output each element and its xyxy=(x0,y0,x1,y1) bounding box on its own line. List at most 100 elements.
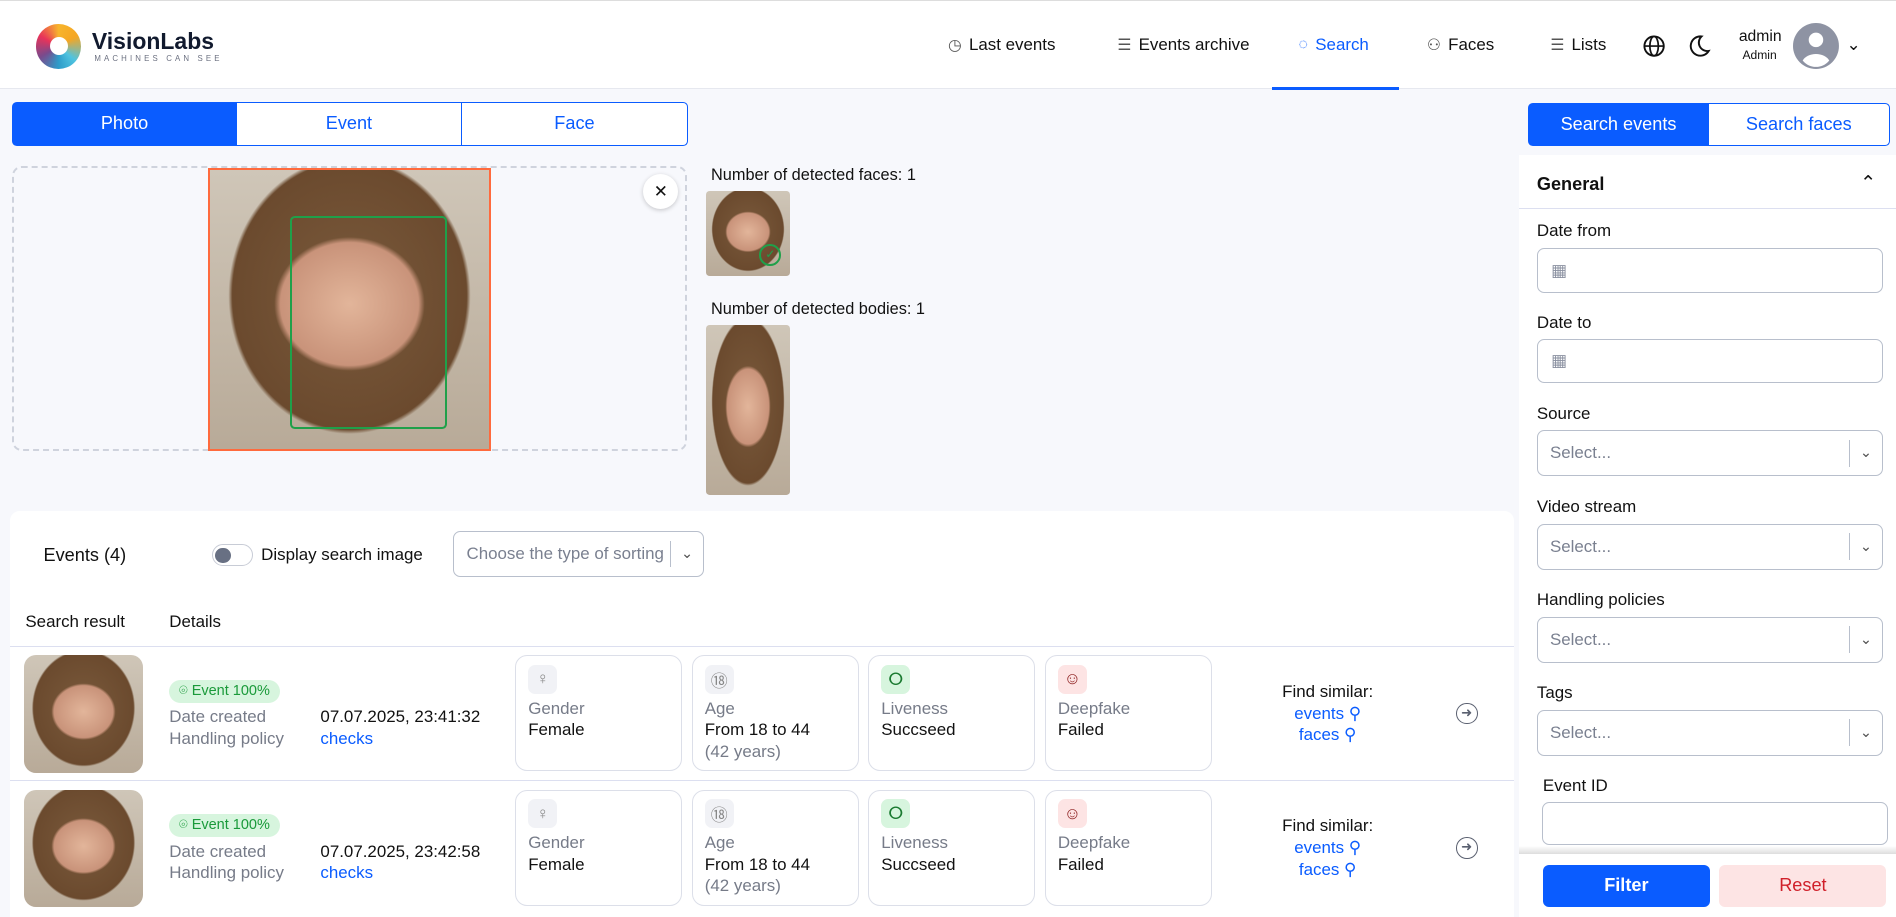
users-icon: ⚇ xyxy=(1426,36,1441,54)
search-icon: ⚲ xyxy=(1344,703,1362,723)
detected-faces-label: Number of detected faces: 1 xyxy=(711,165,916,184)
handling-policies-label: Handling policies xyxy=(1536,590,1665,610)
nav-label: Last events xyxy=(968,34,1056,54)
age-icon: ⑱ xyxy=(704,799,734,829)
find-similar: Find similar: events ⚲ faces ⚲ xyxy=(1267,815,1388,880)
table-row: ⌾ Event 100% Date created 07.07.2025, 23:4… xyxy=(9,646,1514,782)
filter-button[interactable]: Filter xyxy=(1542,864,1710,907)
nav-events-archive[interactable]: ☰ Events archive xyxy=(1117,35,1249,55)
date-to-input[interactable]: ▦ xyxy=(1536,338,1883,384)
tags-select[interactable]: Select... ⌄ xyxy=(1536,709,1883,756)
globe-icon[interactable] xyxy=(1642,34,1666,58)
deepfake-value: Failed xyxy=(1057,854,1104,874)
gender-label: Gender xyxy=(528,698,585,718)
nav-search[interactable]: ◌ Search xyxy=(1299,35,1369,55)
deepfake-label: Deepfake xyxy=(1057,698,1131,718)
find-similar-faces-link[interactable]: faces ⚲ xyxy=(1267,859,1388,881)
nav-faces[interactable]: ⚇ Faces xyxy=(1427,35,1494,55)
chevron-down-icon[interactable]: ⌄ xyxy=(1846,34,1861,54)
top-header: VisionLabs MACHINES CAN SEE ◷ Last events… xyxy=(0,0,1896,91)
date-created-value: 07.07.2025, 23:41:32 xyxy=(320,707,481,727)
chevron-down-icon: ⌄ xyxy=(1859,445,1873,462)
source-select[interactable]: Select... ⌄ xyxy=(1536,430,1883,477)
sort-select[interactable]: Choose the type of sorting ⌄ xyxy=(453,530,704,577)
faces-link[interactable]: faces xyxy=(1298,725,1340,745)
close-icon[interactable]: ✕ xyxy=(643,174,679,210)
section-general: General xyxy=(1536,174,1605,195)
result-photo[interactable] xyxy=(24,789,143,907)
tab-search-faces[interactable]: Search faces xyxy=(1708,102,1890,147)
badge-text: Event 100% xyxy=(191,817,270,834)
video-stream-label: Video stream xyxy=(1536,496,1637,516)
find-similar-events-link[interactable]: events ⚲ xyxy=(1267,703,1388,725)
find-similar-faces-link[interactable]: faces ⚲ xyxy=(1267,724,1388,746)
search-icon: ⚲ xyxy=(1339,725,1357,745)
nav-label: Lists xyxy=(1571,34,1607,54)
tab-photo[interactable]: Photo xyxy=(12,101,237,147)
nav-label: Events archive xyxy=(1138,34,1250,54)
gender-card: ♀ Gender Female xyxy=(515,789,682,906)
reset-button[interactable]: Reset xyxy=(1719,864,1887,907)
date-created-label: Date created xyxy=(169,841,267,861)
event-id-input[interactable] xyxy=(1541,801,1888,846)
handling-policies-select[interactable]: Select... ⌄ xyxy=(1536,616,1883,663)
col-details: Details xyxy=(169,611,221,631)
chevron-down-icon: ⌄ xyxy=(1859,724,1873,741)
arrow-right-circle-icon[interactable]: ➜ xyxy=(1455,702,1478,725)
events-link[interactable]: events xyxy=(1294,837,1345,857)
search-icon: ⚲ xyxy=(1339,859,1357,879)
calendar-icon: ▦ xyxy=(1551,260,1568,280)
search-icon: ⚲ xyxy=(1344,837,1362,857)
arrow-right-circle-icon[interactable]: ➜ xyxy=(1455,836,1478,859)
date-from-label: Date from xyxy=(1536,221,1612,241)
avatar[interactable] xyxy=(1793,22,1840,69)
find-similar-events-link[interactable]: events ⚲ xyxy=(1267,837,1388,859)
brand-name: VisionLabs xyxy=(91,27,215,54)
handling-policy-link[interactable]: checks xyxy=(320,863,374,883)
divider xyxy=(9,779,1514,782)
age-years: (42 years) xyxy=(704,876,781,896)
date-created-value: 07.07.2025, 23:42:58 xyxy=(320,841,481,861)
gender-icon: ♀ xyxy=(528,664,558,694)
result-photo[interactable] xyxy=(24,655,143,773)
liveness-label: Liveness xyxy=(881,698,949,718)
chevron-down-icon: ⌄ xyxy=(1859,538,1873,555)
divider xyxy=(1518,207,1896,210)
tab-face[interactable]: Face xyxy=(461,101,688,147)
check-icon: ✓ xyxy=(759,244,782,266)
chevron-up-icon[interactable]: ⌄ xyxy=(1859,170,1876,193)
events-title: Events (4) xyxy=(43,545,127,566)
calendar-icon: ▦ xyxy=(1551,351,1568,371)
nav-lists[interactable]: ☰ Lists xyxy=(1550,35,1606,55)
date-to-label: Date to xyxy=(1536,313,1592,333)
moon-icon[interactable] xyxy=(1687,34,1711,58)
deepfake-value: Failed xyxy=(1057,720,1104,740)
display-search-image-toggle[interactable] xyxy=(211,544,253,566)
face-detection-box xyxy=(290,216,448,430)
date-from-input[interactable]: ▦ xyxy=(1536,247,1883,293)
placeholder: Select... xyxy=(1549,722,1612,742)
chevron-down-icon: ⌄ xyxy=(1859,631,1873,648)
nav-last-events[interactable]: ◷ Last events xyxy=(948,35,1055,55)
handling-policy-label: Handling policy xyxy=(169,729,284,749)
detected-body-thumbnail[interactable] xyxy=(706,325,790,495)
clock-icon: ◷ xyxy=(948,36,962,54)
events-link[interactable]: events xyxy=(1294,703,1345,723)
liveness-card: ⵔ Liveness Succseed xyxy=(868,789,1036,906)
nav-label: Search xyxy=(1315,34,1369,54)
scroll-shadow xyxy=(1518,846,1896,854)
deepfake-card: ☺ Deepfake Failed xyxy=(1044,789,1212,906)
tab-search-events[interactable]: Search events xyxy=(1528,102,1709,147)
handling-policy-link[interactable]: checks xyxy=(320,729,374,749)
divider xyxy=(9,645,1514,647)
age-icon: ⑱ xyxy=(704,664,734,694)
event-id-label: Event ID xyxy=(1542,776,1608,796)
match-badge: ⌾ Event 100% xyxy=(169,679,280,703)
detected-bodies-label: Number of detected bodies: 1 xyxy=(711,299,926,318)
tab-event[interactable]: Event xyxy=(236,101,462,147)
list-icon: ☰ xyxy=(1117,36,1132,54)
video-stream-select[interactable]: Select... ⌄ xyxy=(1536,523,1883,570)
deepfake-card: ☺ Deepfake Failed xyxy=(1044,655,1212,772)
faces-link[interactable]: faces xyxy=(1298,859,1340,879)
